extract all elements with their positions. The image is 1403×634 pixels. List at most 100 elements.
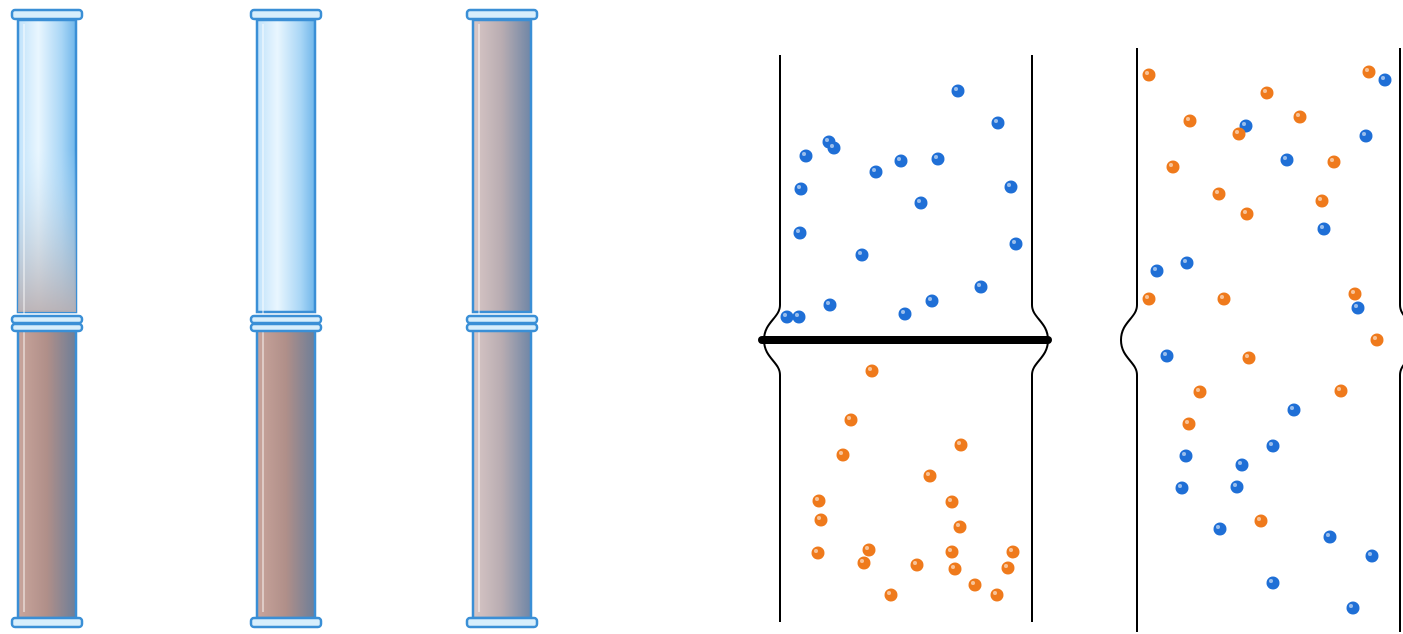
orange-particle-shine (1004, 564, 1008, 568)
orange-particle-shine (951, 565, 955, 569)
blue-particle-shine (934, 155, 938, 159)
orange-particle (954, 438, 968, 452)
blue-particle (1323, 530, 1337, 544)
blue-particle-shine (1326, 533, 1330, 537)
blue-particle (931, 152, 945, 166)
tube-3-top-chamber (471, 18, 533, 314)
orange-particle-shine (887, 591, 891, 595)
orange-particle (953, 520, 967, 534)
blue-particle (1280, 153, 1294, 167)
blue-particle-shine (783, 313, 787, 317)
blue-particle-shine (1269, 442, 1273, 446)
orange-particle (1142, 68, 1156, 82)
orange-particle-shine (913, 561, 917, 565)
tube-3-ring (465, 8, 539, 21)
orange-particle (1334, 384, 1348, 398)
particles (780, 65, 1392, 615)
orange-particle-shine (1185, 420, 1189, 424)
blue-particle (780, 310, 794, 324)
orange-particle-shine (1296, 113, 1300, 117)
blue-particle-shine (1238, 461, 1242, 465)
blue-particle (827, 141, 841, 155)
tube-1-ring (10, 314, 84, 325)
orange-particle (1348, 287, 1362, 301)
tube-2-ring (249, 8, 323, 21)
orange-particle-shine (1330, 158, 1334, 162)
orange-particle-shine (926, 472, 930, 476)
orange-particle (1166, 160, 1180, 174)
blue-particle (1004, 180, 1018, 194)
blue-particle-shine (1007, 183, 1011, 187)
blue-particle (974, 280, 988, 294)
blue-particle-shine (1381, 76, 1385, 80)
orange-particle (1254, 514, 1268, 528)
tube-2-bottom-chamber (255, 328, 317, 620)
tube-1-ring (10, 322, 84, 333)
tube-2-ring (249, 314, 323, 325)
tube-3-bottom-chamber (471, 328, 533, 620)
tube-2-ring (249, 322, 323, 333)
orange-particle (1182, 417, 1196, 431)
blue-particle-shine (994, 119, 998, 123)
orange-particle-shine (817, 516, 821, 520)
blue-particle-shine (795, 313, 799, 317)
blue-particle-shine (1183, 259, 1187, 263)
orange-particle (1260, 86, 1274, 100)
blue-particle-shine (1362, 132, 1366, 136)
orange-particle-shine (1186, 117, 1190, 121)
blue-particle (855, 248, 869, 262)
orange-particle (1362, 65, 1376, 79)
blue-particle-shine (1320, 225, 1324, 229)
blue-particle-shine (1233, 483, 1237, 487)
blue-particle (1150, 264, 1164, 278)
orange-particle-shine (1337, 387, 1341, 391)
orange-particle-shine (1196, 388, 1200, 392)
blue-particle-shine (830, 144, 834, 148)
blue-particle-shine (858, 251, 862, 255)
orange-particle-shine (948, 548, 952, 552)
orange-particle-shine (993, 591, 997, 595)
mixed-container-left-wall (1119, 48, 1138, 632)
orange-particle-shine (1245, 354, 1249, 358)
orange-particle-shine (1009, 548, 1013, 552)
blue-particle-shine (826, 301, 830, 305)
mixed-container (1119, 48, 1403, 632)
orange-particle (1293, 110, 1307, 124)
blue-particle-shine (872, 168, 876, 172)
orange-particle (948, 562, 962, 576)
orange-particle-shine (865, 546, 869, 550)
tube-1-bottom-chamber (16, 328, 78, 620)
orange-particle (1006, 545, 1020, 559)
tube-3-ring (465, 314, 539, 325)
orange-particle (945, 545, 959, 559)
blue-particle-shine (1012, 240, 1016, 244)
blue-particle-shine (1242, 122, 1246, 126)
orange-particle-shine (1215, 190, 1219, 194)
blue-particle (1359, 129, 1373, 143)
blue-particle (794, 182, 808, 196)
tube-1 (10, 8, 84, 629)
tube-3 (465, 8, 539, 629)
orange-particle (945, 495, 959, 509)
blue-particle-shine (1368, 552, 1372, 556)
blue-particle (799, 149, 813, 163)
orange-particle (1142, 292, 1156, 306)
orange-particle (1240, 207, 1254, 221)
blue-particle (1266, 576, 1280, 590)
blue-particle (951, 84, 965, 98)
orange-particle (1315, 194, 1329, 208)
orange-particle (1217, 292, 1231, 306)
blue-particle-shine (1354, 304, 1358, 308)
orange-particle (811, 546, 825, 560)
orange-particle-shine (956, 523, 960, 527)
orange-particle (1001, 561, 1015, 575)
blue-particle-shine (901, 310, 905, 314)
tube-1-diffusion-fade (18, 150, 76, 312)
blue-particle-shine (1349, 604, 1353, 608)
blue-particle (1266, 439, 1280, 453)
orange-particle-shine (1145, 71, 1149, 75)
blue-particle (898, 307, 912, 321)
blue-particle (1365, 549, 1379, 563)
blue-particle-shine (797, 185, 801, 189)
